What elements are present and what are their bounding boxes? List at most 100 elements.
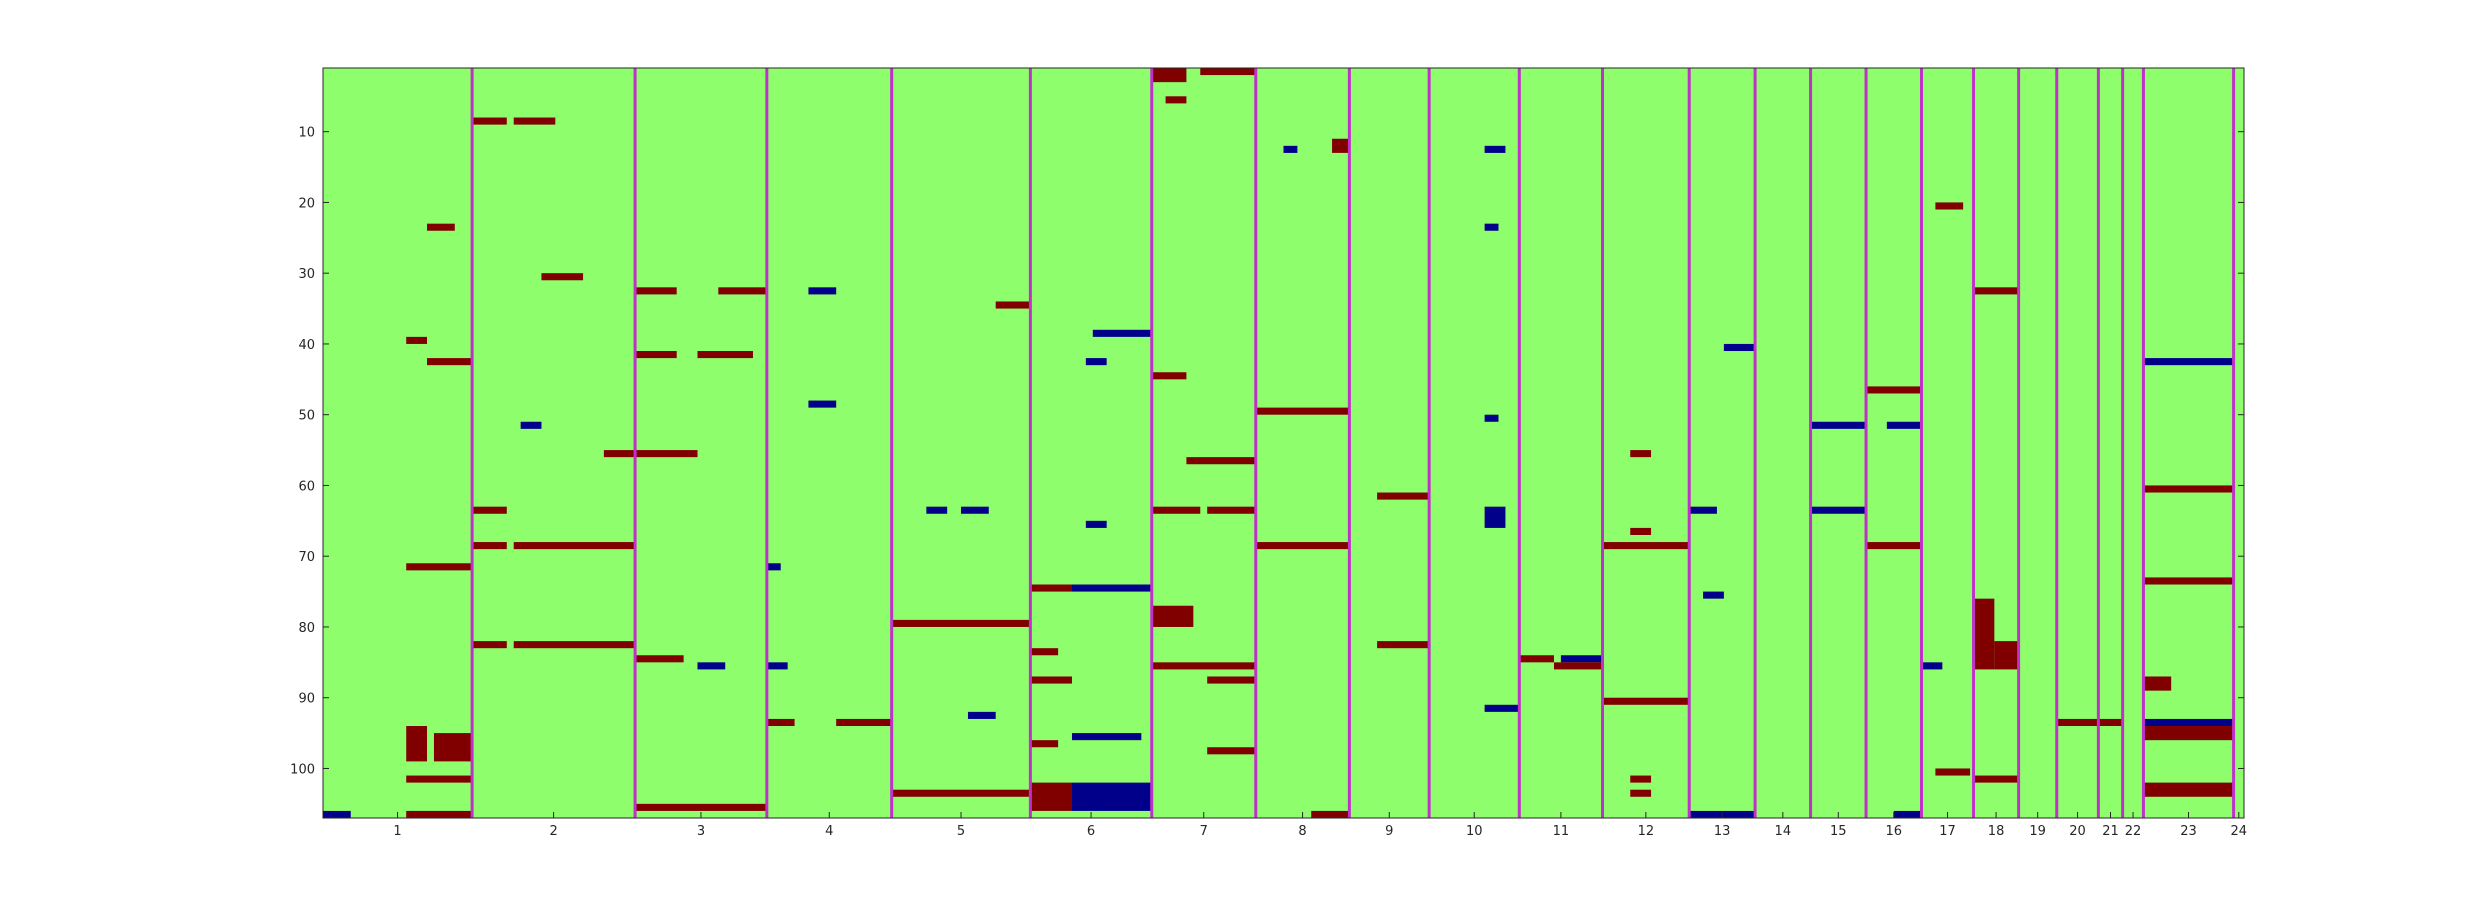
heatmap-cell	[2143, 782, 2234, 797]
x-tick-label: 24	[2231, 824, 2248, 839]
heatmap-cell	[1630, 775, 1652, 783]
heatmap-cell	[1071, 584, 1152, 592]
x-tick-label: 5	[957, 824, 965, 839]
heatmap-cell	[1723, 343, 1756, 352]
heatmap-cell	[1630, 527, 1652, 535]
heatmap-cell	[1994, 641, 2019, 670]
x-tick-label: 20	[2069, 824, 2086, 839]
heatmap-cell	[1630, 450, 1652, 458]
heatmap-cell	[961, 506, 989, 514]
x-tick-label: 15	[1830, 824, 1847, 839]
x-tick-label: 18	[1988, 824, 2005, 839]
heatmap-cell	[2143, 726, 2234, 741]
heatmap-cell	[1519, 655, 1554, 663]
heatmap-cell	[1935, 768, 1971, 776]
x-tick-label: 14	[1775, 824, 1792, 839]
heatmap-cell	[1810, 421, 1867, 429]
y-tick-label: 80	[298, 621, 315, 636]
heatmap-cell	[1151, 506, 1201, 514]
heatmap-cell	[1484, 223, 1499, 231]
heatmap-cell	[1560, 655, 1603, 663]
x-tick-label: 17	[1939, 824, 1956, 839]
heatmap-cell	[697, 662, 726, 670]
x-tick-label: 3	[697, 824, 705, 839]
x-tick-label: 4	[825, 824, 833, 839]
y-tick-label: 20	[298, 196, 315, 211]
heatmap-cell	[808, 287, 837, 295]
heatmap-cell	[513, 641, 636, 649]
heatmap-cell	[1030, 648, 1059, 656]
heatmap-cell	[808, 400, 837, 408]
x-tick-label: 23	[2180, 824, 2197, 839]
heatmap-cell	[1151, 68, 1187, 83]
heatmap-cell	[603, 450, 636, 458]
heatmap-cell	[2143, 577, 2234, 585]
heatmap-cell	[1151, 372, 1187, 380]
heatmap-cell	[1602, 542, 1690, 550]
heatmap-cell	[635, 803, 767, 811]
heatmap-cell	[1866, 542, 1922, 550]
heatmap-cell	[766, 563, 781, 571]
x-tick-label: 19	[2029, 824, 2046, 839]
heatmap-cell	[1085, 358, 1107, 366]
heatmap-cell	[635, 287, 677, 295]
heatmap-cell	[1151, 662, 1256, 670]
heatmap-cell	[1484, 145, 1506, 153]
heatmap-cell	[1283, 145, 1298, 153]
heatmap-cell	[520, 421, 542, 429]
x-tick-label: 21	[2102, 824, 2119, 839]
heatmap-cell	[697, 351, 753, 359]
heatmap-cell	[995, 301, 1031, 309]
heatmap-cell	[1377, 641, 1430, 649]
heatmap-cell	[1030, 782, 1072, 811]
x-tick-label: 12	[1638, 824, 1655, 839]
heatmap-cell	[2056, 718, 2099, 727]
heatmap-cell	[2143, 718, 2234, 727]
axes	[322, 67, 2245, 819]
heatmap-cell	[1630, 789, 1652, 797]
heatmap-cell	[1703, 591, 1724, 599]
heatmap-cell	[635, 450, 698, 458]
heatmap-cell	[1866, 386, 1922, 394]
heatmap-cell	[323, 810, 351, 818]
heatmap-cell	[766, 718, 795, 727]
heatmap-cell	[2143, 676, 2172, 691]
heatmap-cell	[1973, 775, 2019, 783]
x-tick-label: 7	[1200, 824, 1208, 839]
heatmap-cell	[1553, 662, 1603, 670]
heatmap-cell	[1186, 457, 1256, 465]
heatmap-cell	[1030, 740, 1059, 748]
heatmap-cell	[891, 789, 1031, 797]
y-tick-label: 90	[298, 692, 315, 707]
heatmap-background	[323, 68, 2244, 818]
heatmap-cell	[406, 775, 473, 783]
y-tick-label: 70	[298, 550, 315, 565]
heatmap-cell	[1602, 697, 1690, 705]
heatmap-cell	[1893, 810, 1922, 818]
heatmap-cell	[1255, 407, 1350, 415]
heatmap-cell	[406, 726, 428, 762]
heatmap-cell	[766, 662, 788, 670]
heatmap-cell	[1377, 492, 1430, 500]
y-tick-label: 30	[298, 267, 315, 282]
x-axis: 1 2 3 4 5 6 7 8 9 10 11 12 13 14 15 16 17 18 19 20 21 22 23 24	[393, 812, 2247, 839]
group-dividers	[470, 68, 2236, 818]
heatmap-cell	[2143, 358, 2234, 366]
heatmap-cell	[1207, 747, 1256, 755]
heatmap-cell	[1689, 506, 1717, 514]
heatmap-cell	[1200, 68, 1256, 76]
heatmap-cell	[1207, 676, 1256, 684]
heatmap-cell	[406, 336, 428, 344]
y-tick-label: 10	[298, 126, 315, 141]
heatmap-cell	[635, 351, 677, 359]
heatmap-cell	[472, 542, 507, 550]
y-axis: 10 20 30 40 50 60 70 80 90 100	[290, 126, 2244, 777]
heatmap-cell	[1255, 542, 1350, 550]
heatmap-cell	[1935, 202, 1964, 210]
heatmap-cell	[1207, 506, 1256, 514]
heatmap-cell	[2143, 485, 2234, 493]
heatmap-cell	[635, 655, 684, 663]
heatmap-cell	[1030, 676, 1072, 684]
heatmap-cell	[1071, 782, 1152, 811]
heatmap-cell	[472, 506, 507, 514]
